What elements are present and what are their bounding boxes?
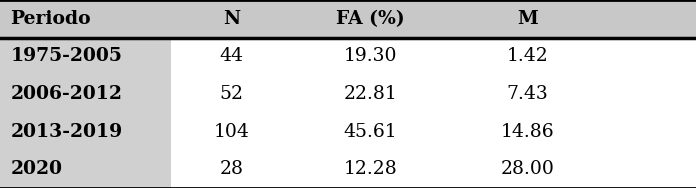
Text: Periodo: Periodo	[10, 10, 91, 28]
Text: 28: 28	[219, 160, 244, 178]
Text: FA (%): FA (%)	[336, 10, 405, 28]
Bar	[0, 113, 171, 150]
Bar	[0, 150, 171, 188]
Text: 2013-2019: 2013-2019	[10, 123, 122, 141]
Bar	[0, 0, 696, 38]
Text: 1.42: 1.42	[507, 47, 548, 65]
Text: 44: 44	[219, 47, 244, 65]
Text: 45.61: 45.61	[344, 123, 397, 141]
Text: 2006-2012: 2006-2012	[10, 85, 122, 103]
Text: 12.28: 12.28	[344, 160, 397, 178]
Text: 104: 104	[214, 123, 249, 141]
Text: 19.30: 19.30	[344, 47, 397, 65]
Text: 2020: 2020	[10, 160, 63, 178]
Bar	[0, 38, 171, 75]
Text: 1975-2005: 1975-2005	[10, 47, 122, 65]
Text: 7.43: 7.43	[507, 85, 548, 103]
Text: 22.81: 22.81	[344, 85, 397, 103]
Text: 14.86: 14.86	[500, 123, 554, 141]
Bar	[171, 38, 696, 75]
Bar	[171, 150, 696, 188]
Bar	[171, 75, 696, 113]
Text: 28.00: 28.00	[500, 160, 554, 178]
Bar	[0, 75, 171, 113]
Text: N: N	[223, 10, 240, 28]
Text: M: M	[517, 10, 537, 28]
Bar	[171, 113, 696, 150]
Text: 52: 52	[219, 85, 244, 103]
